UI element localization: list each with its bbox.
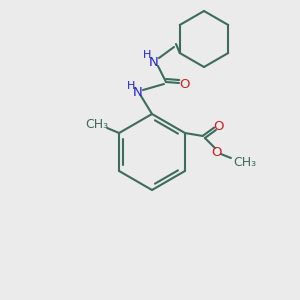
Text: H: H	[143, 50, 151, 60]
Text: CH₃: CH₃	[233, 155, 256, 169]
Text: N: N	[133, 85, 143, 98]
Text: N: N	[149, 56, 159, 68]
Text: H: H	[127, 81, 135, 91]
Text: O: O	[179, 77, 189, 91]
Text: CH₃: CH₃	[85, 118, 109, 131]
Text: O: O	[212, 146, 222, 158]
Text: O: O	[214, 119, 224, 133]
